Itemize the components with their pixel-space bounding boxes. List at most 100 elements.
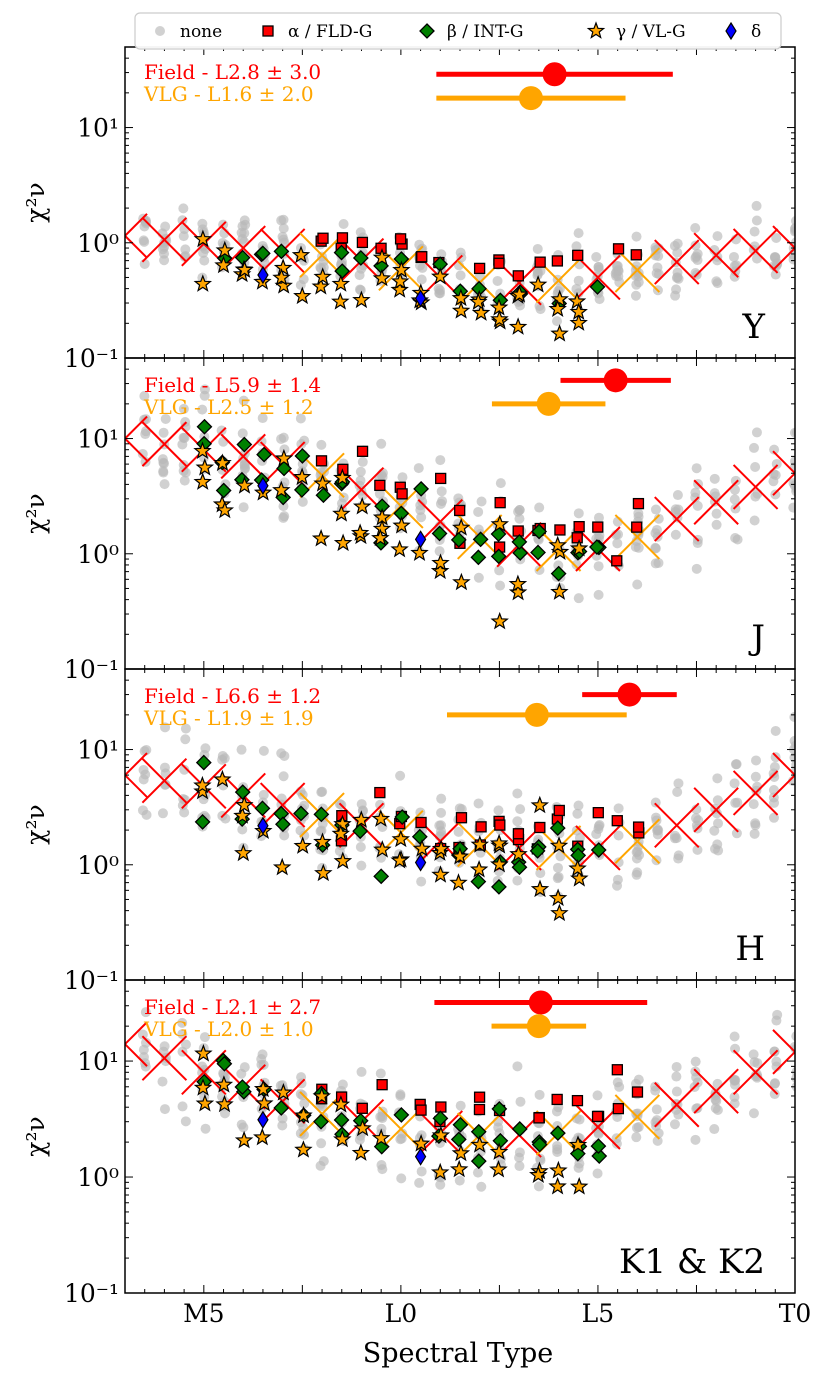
- point-none: [712, 773, 723, 784]
- point-none: [631, 231, 642, 242]
- point-none: [633, 542, 644, 553]
- x-tick-label: M5: [183, 1299, 225, 1328]
- point-none: [416, 1166, 427, 1177]
- point-none: [436, 793, 447, 804]
- point-gamma: [195, 1093, 215, 1112]
- point-alpha: [356, 445, 369, 457]
- point-none: [650, 1081, 661, 1092]
- point-alpha: [493, 257, 505, 269]
- point-none: [397, 472, 408, 483]
- point-gamma: [392, 260, 411, 279]
- point-gamma: [311, 277, 331, 295]
- point-gamma: [508, 317, 528, 335]
- point-beta: [589, 539, 605, 555]
- point-none: [729, 271, 740, 282]
- point-none: [512, 875, 523, 886]
- point-alpha: [551, 255, 564, 267]
- point-gamma: [410, 543, 429, 561]
- point-none: [650, 543, 661, 554]
- point-none: [650, 558, 661, 569]
- point-gamma: [351, 1143, 371, 1161]
- y-tick-label: 10⁻¹: [64, 655, 119, 684]
- point-none: [535, 1155, 546, 1166]
- point-none: [377, 1164, 388, 1175]
- x-tick-label: T0: [779, 1299, 812, 1328]
- point-gamma: [431, 553, 450, 571]
- point-none: [159, 762, 170, 773]
- point-none: [574, 832, 585, 843]
- point-none: [354, 1134, 365, 1145]
- point-beta: [315, 487, 332, 504]
- point-beta: [452, 1116, 469, 1133]
- point-none: [375, 1068, 386, 1079]
- point-gamma: [350, 523, 370, 541]
- point-alpha: [374, 479, 386, 492]
- y-axis-label: χ²ν: [21, 1116, 50, 1156]
- vlg-label: VLG - L1.9 ± 1.9: [143, 706, 314, 730]
- vlg-label: VLG - L1.6 ± 2.0: [143, 82, 314, 106]
- point-beta: [550, 565, 567, 582]
- point-none: [219, 1108, 230, 1119]
- point-none: [692, 500, 703, 511]
- point-none: [295, 279, 306, 290]
- point-delta: [257, 816, 269, 835]
- legend-label-none: none: [180, 22, 222, 42]
- point-none: [671, 1071, 682, 1082]
- point-beta: [491, 1100, 508, 1117]
- point-none: [514, 1152, 525, 1163]
- point-none: [296, 438, 307, 449]
- point-gamma: [372, 268, 392, 287]
- point-none: [416, 512, 427, 523]
- point-none: [728, 251, 739, 262]
- point-alpha: [512, 270, 524, 282]
- point-none: [593, 589, 604, 600]
- point-none: [476, 496, 487, 507]
- point-alpha: [396, 488, 408, 500]
- point-gamma: [451, 1143, 471, 1162]
- cross-marker: [125, 213, 148, 238]
- point-none: [632, 579, 643, 590]
- point-beta: [333, 244, 350, 261]
- field-best-fit-point: [528, 990, 553, 1015]
- point-none: [158, 466, 169, 477]
- cross-marker: [125, 415, 148, 440]
- cross-marker: [654, 1082, 700, 1128]
- point-none: [140, 1037, 151, 1048]
- point-none: [612, 880, 623, 891]
- point-none: [612, 260, 623, 271]
- point-none: [749, 226, 760, 237]
- point-none: [436, 807, 447, 818]
- point-none: [453, 260, 464, 271]
- point-none: [594, 294, 605, 305]
- point-none: [299, 1098, 310, 1109]
- point-none: [534, 565, 545, 576]
- point-none: [356, 799, 367, 810]
- point-alpha: [454, 504, 466, 517]
- field-label: Field - L2.1 ± 2.7: [144, 995, 321, 1019]
- point-beta: [273, 1100, 290, 1116]
- point-none: [199, 384, 210, 395]
- point-none: [157, 1076, 168, 1087]
- field-best-fit-point: [603, 368, 628, 393]
- point-beta: [511, 859, 528, 876]
- point-none: [632, 846, 643, 857]
- point-none: [414, 1177, 425, 1188]
- point-none: [299, 830, 310, 841]
- point-none: [573, 800, 584, 811]
- point-none: [357, 456, 368, 467]
- point-none: [769, 797, 780, 808]
- point-none: [769, 1078, 780, 1089]
- cross-marker: [654, 496, 700, 542]
- y-tick-label: 10⁻¹: [64, 1279, 119, 1308]
- point-none: [436, 486, 447, 497]
- point-none: [180, 1039, 191, 1050]
- point-gamma: [548, 1176, 567, 1195]
- point-gamma: [272, 857, 292, 876]
- point-none: [236, 744, 247, 755]
- point-beta: [236, 436, 253, 453]
- point-gamma: [214, 1075, 234, 1093]
- point-none: [413, 463, 424, 474]
- point-none: [573, 593, 584, 604]
- point-none: [769, 1046, 780, 1057]
- cross-marker: [772, 471, 795, 496]
